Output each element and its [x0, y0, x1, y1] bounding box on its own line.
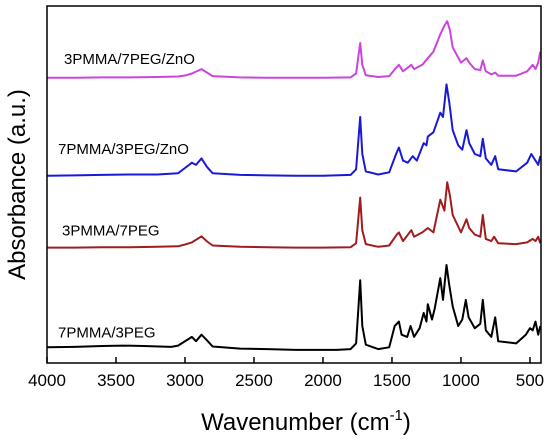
x-axis-title: Wavenumber (cm-1) — [201, 407, 411, 436]
x-tick-label-1000: 1000 — [442, 371, 480, 390]
series-label-2: 3PMMA/7PEG — [62, 223, 160, 240]
series-label-3: 7PMMA/3PEG/ZnO — [58, 141, 189, 158]
x-tick-label-4000: 4000 — [28, 371, 66, 390]
x-axis-title-close: ) — [403, 409, 411, 436]
x-tick-label-2000: 2000 — [304, 371, 342, 390]
x-tick-label-500: 500 — [516, 371, 544, 390]
plot-frame — [46, 5, 542, 364]
series-line-3 — [46, 83, 542, 177]
x-axis-title-superscript: -1 — [390, 407, 403, 424]
series-line-1 — [46, 264, 542, 351]
series-label-4: 3PMMA/7PEG/ZnO — [64, 51, 195, 68]
x-tick-label-3000: 3000 — [166, 371, 204, 390]
x-tick-label-1500: 1500 — [373, 371, 411, 390]
series-line-4 — [47, 20, 542, 79]
spectra-traces — [46, 20, 542, 351]
x-tick-label-3500: 3500 — [97, 371, 135, 390]
x-axis-ticks — [46, 357, 531, 363]
x-axis-title-main: Wavenumber (cm — [201, 409, 389, 436]
x-tick-label-2500: 2500 — [235, 371, 273, 390]
x-axis-tick-labels: 4000 3500 3000 2500 2000 1500 1000 500 — [28, 371, 544, 390]
series-line-2 — [47, 181, 542, 249]
y-axis-title: Absorbance (a.u.) — [4, 89, 31, 280]
series-labels: 7PMMA/3PEG 3PMMA/7PEG 7PMMA/3PEG/ZnO 3PMMA/… — [58, 51, 195, 341]
series-label-1: 7PMMA/3PEG — [58, 324, 156, 341]
